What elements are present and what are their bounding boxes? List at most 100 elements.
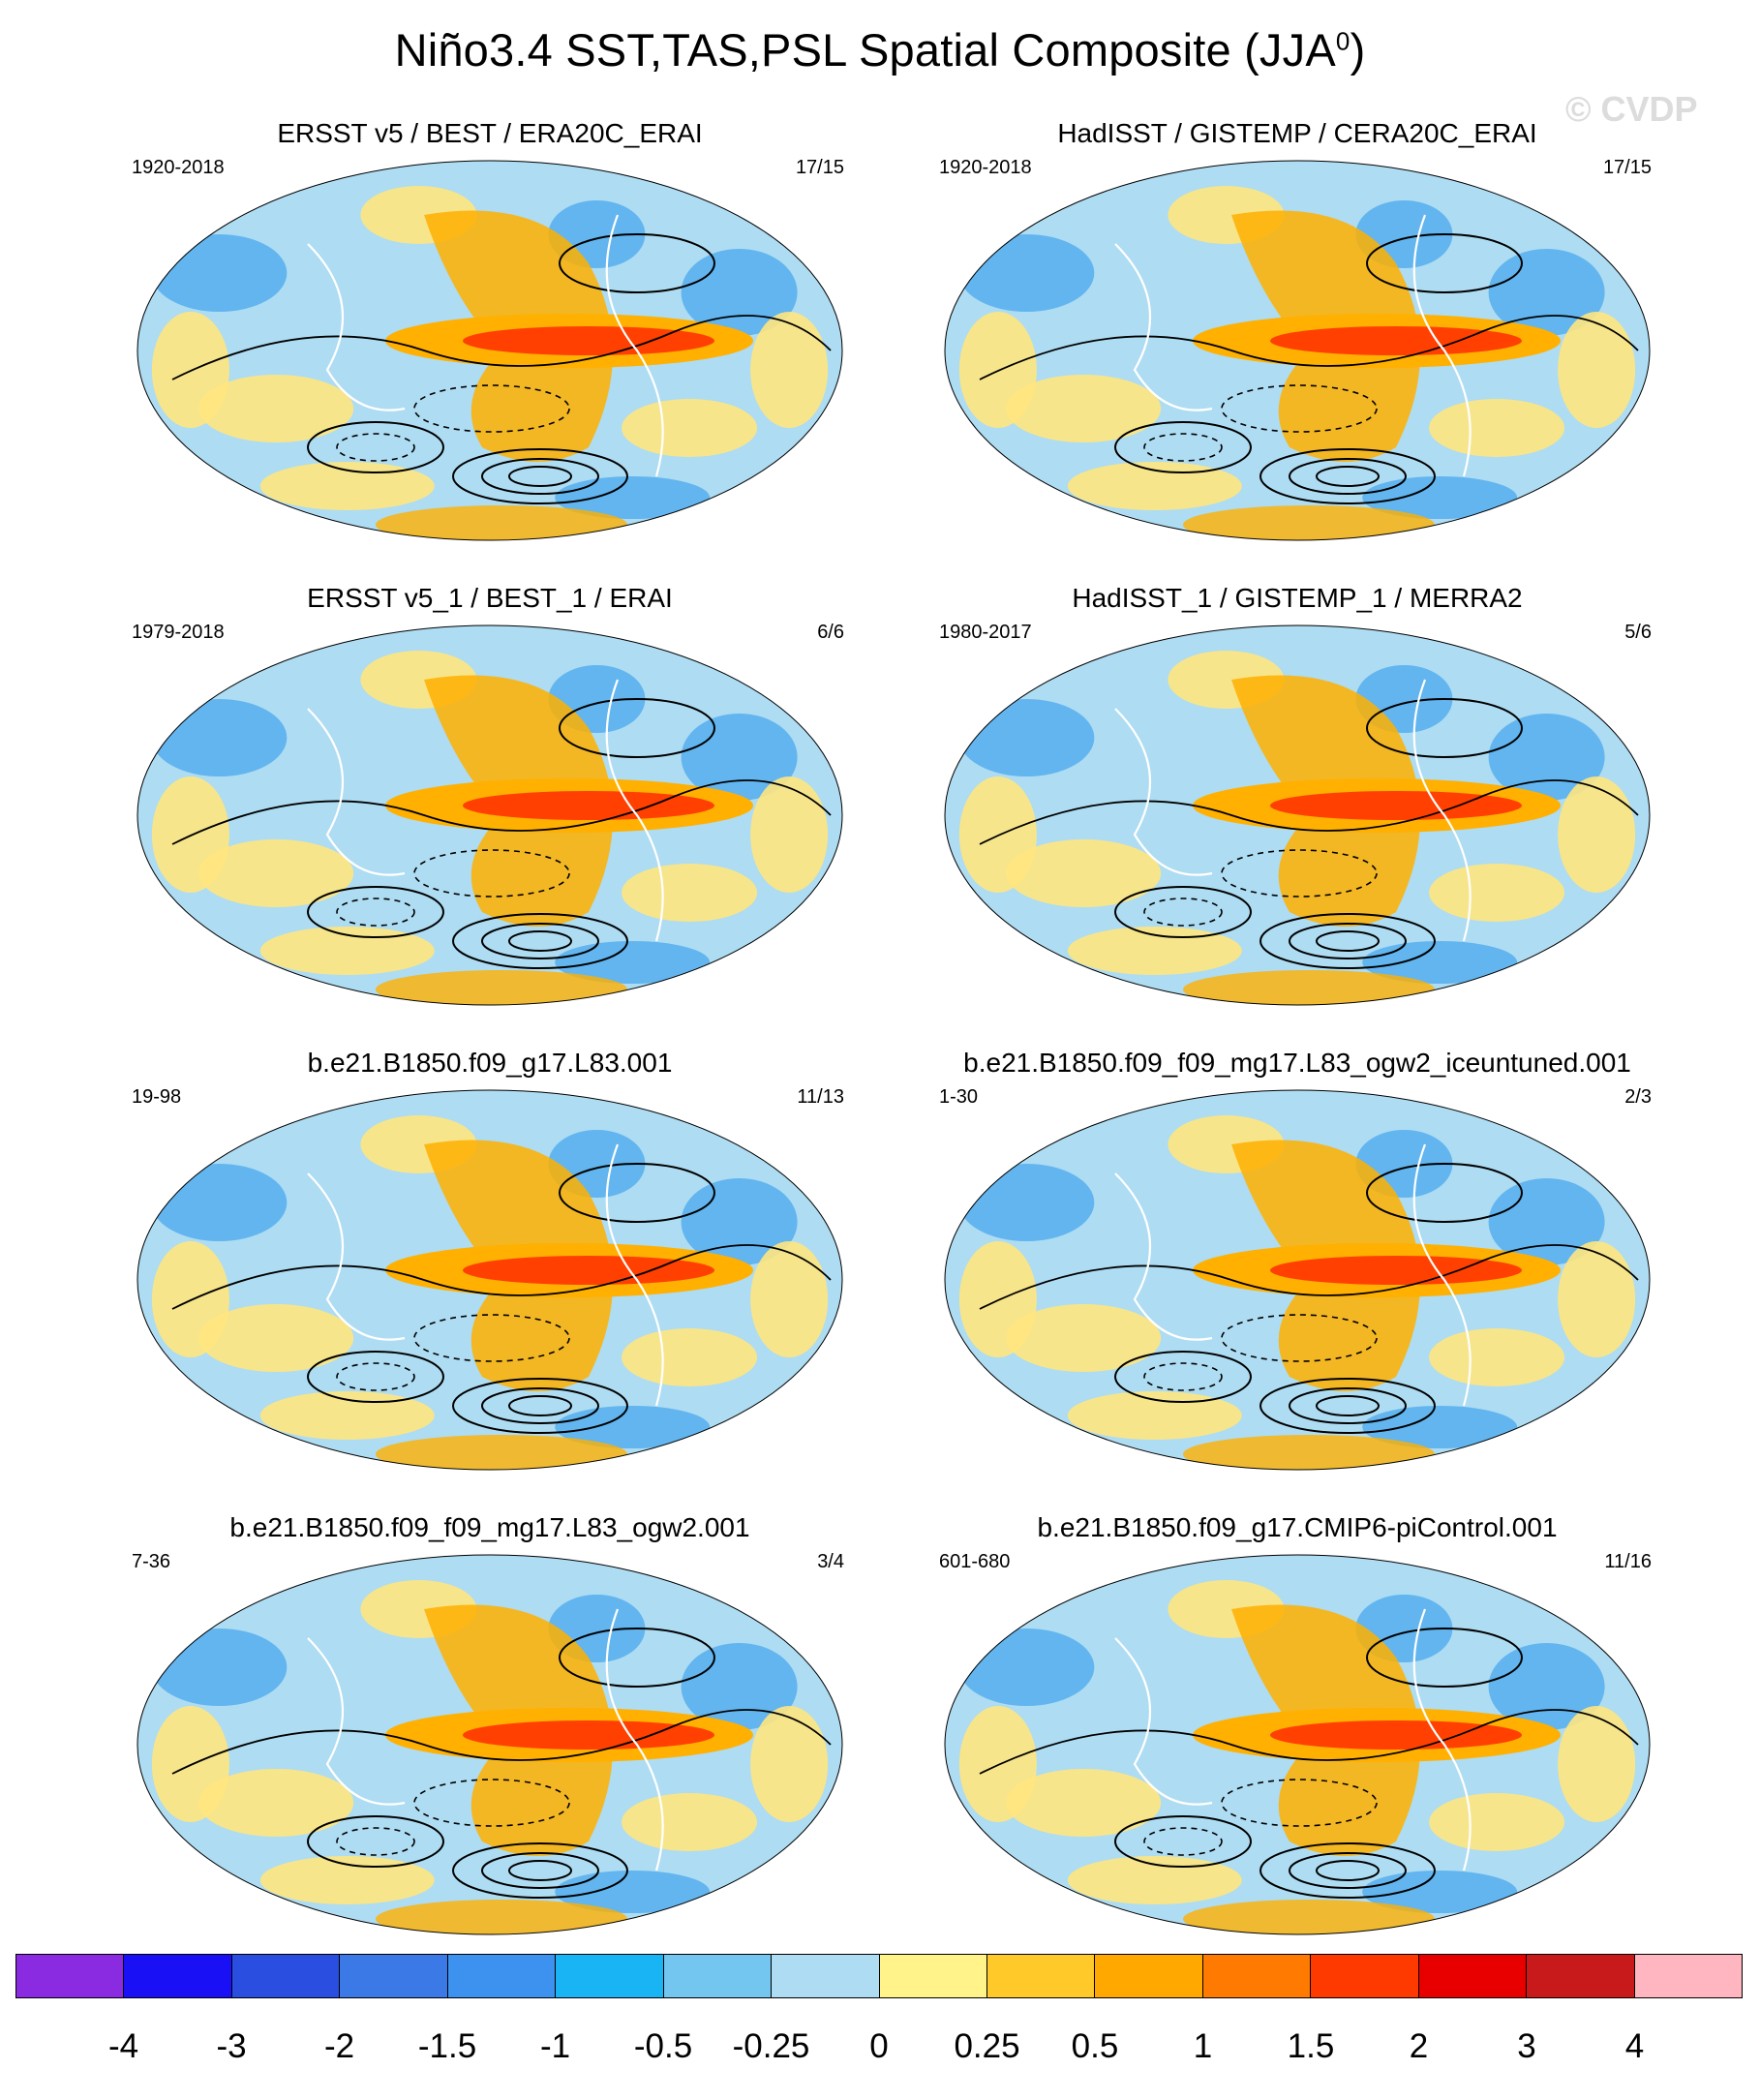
psl-contour: [481, 1387, 599, 1424]
psl-contour: [1366, 698, 1523, 758]
psl-contour: [559, 1163, 715, 1223]
psl-contour: [452, 1842, 628, 1899]
anomaly-patch: [1362, 941, 1518, 984]
map-panel-8: b.e21.B1850.f09_g17.CMIP6-piControl.001 …: [929, 1512, 1665, 1938]
anomaly-patch: [1362, 1406, 1518, 1448]
composite-map: [944, 1089, 1651, 1471]
psl-contour-zero: [979, 1244, 1639, 1310]
anomaly-patch: [1558, 312, 1636, 428]
anomaly-patch: [1006, 839, 1162, 907]
psl-contour: [1259, 913, 1436, 969]
colorbar-swatch: [772, 1954, 880, 1998]
anomaly-patch: [622, 864, 758, 922]
colorbar-tick-label: 1: [1193, 2027, 1213, 2065]
psl-contour: [1366, 233, 1523, 293]
map-panel-6: b.e21.B1850.f09_f09_mg17.L83_ogw2_iceunt…: [929, 1048, 1665, 1474]
anomaly-patch: [750, 1706, 829, 1822]
colorbar-swatch: [1202, 1954, 1312, 1998]
colorbar-swatch: [556, 1954, 664, 1998]
psl-contour-negative: [413, 849, 570, 898]
psl-contour-negative: [413, 1779, 570, 1827]
anomaly-patch: [151, 776, 229, 893]
panel-years: 1920-2018: [132, 157, 225, 178]
psl-contour: [559, 1628, 715, 1688]
colorbar-tick-label: 1.5: [1287, 2027, 1335, 2065]
anomaly-patch: [1362, 1871, 1518, 1913]
map-border: [137, 624, 843, 1006]
psl-contour-negative: [1143, 433, 1223, 462]
anomaly-patch: [259, 1856, 435, 1904]
psl-contour: [1114, 1815, 1252, 1868]
anomaly-patch: [151, 1164, 288, 1241]
psl-contour-negative: [336, 1362, 415, 1391]
colorbar-tick-label: 4: [1624, 2027, 1645, 2065]
psl-contour-negative: [1143, 898, 1223, 927]
panel-count: 17/15: [795, 157, 844, 178]
equatorial-hot-core: [463, 326, 714, 355]
map-field: [137, 625, 842, 1005]
anomaly-patch: [151, 1241, 229, 1357]
psl-contour: [307, 886, 444, 938]
coastline: [307, 1637, 406, 1806]
anomaly-patch: [750, 312, 829, 428]
psl-contour-negative: [1143, 1827, 1223, 1856]
map-panel-3: ERSST v5_1 / BEST_1 / ERAI 1979-2018 6/6: [122, 583, 858, 1009]
psl-contour-zero: [171, 779, 832, 845]
psl-contour: [1259, 1842, 1436, 1899]
map-border: [944, 624, 1651, 1006]
composite-map: [944, 624, 1651, 1006]
psl-contour: [559, 698, 715, 758]
anomaly-patch: [1429, 1328, 1565, 1386]
equatorial-hot-core: [1270, 1720, 1522, 1750]
panel-title: HadISST / GISTEMP / CERA20C_ERAI: [1057, 118, 1537, 148]
anomaly-patch: [1429, 399, 1565, 457]
anomaly-patch: [681, 1178, 798, 1265]
anomaly-patch: [555, 941, 711, 984]
map-border: [944, 160, 1651, 541]
colorbar-swatch: [447, 1954, 557, 1998]
colorbar-swatch: [1418, 1954, 1528, 1998]
anomaly-patch: [151, 1628, 288, 1706]
psl-contour-negative: [336, 898, 415, 927]
anomaly-patch: [1067, 462, 1242, 510]
colorbar-tick-label: 0: [869, 2027, 889, 2065]
composite-map: [944, 160, 1651, 541]
colorbar-tick-label: -0.25: [732, 2027, 810, 2065]
panel-title: b.e21.B1850.f09_g17.CMIP6-piControl.001: [1037, 1512, 1558, 1542]
psl-contour: [1289, 458, 1407, 495]
anomaly-patch: [958, 1628, 1095, 1706]
psl-contour: [307, 421, 444, 473]
figure-title: Niño3.4 SST,TAS,PSL Spatial Composite (J…: [0, 23, 1760, 76]
map-field: [137, 1555, 842, 1934]
colorbar-tick-label: -1.5: [417, 2027, 477, 2065]
anomaly-patch: [198, 1769, 354, 1837]
colorbar-swatch: [340, 1954, 448, 1998]
map-panel-4: HadISST_1 / GISTEMP_1 / MERRA2 1980-2017…: [929, 583, 1665, 1009]
colorbar: [15, 1954, 1743, 1998]
coastline: [605, 214, 664, 477]
map-border: [137, 1554, 843, 1935]
psl-contour-zero: [979, 779, 1639, 845]
map-field: [945, 1090, 1650, 1470]
coastline: [605, 1608, 664, 1872]
map-panel-5: b.e21.B1850.f09_g17.L83.001 19-98 11/13: [122, 1048, 858, 1474]
colorbar-tick-label: -4: [107, 2027, 139, 2065]
psl-contour: [1316, 1860, 1380, 1881]
colorbar-tick-label: 2: [1409, 2027, 1429, 2065]
coastline: [1114, 1172, 1213, 1341]
psl-contour: [508, 1860, 572, 1881]
anomaly-patch: [622, 1793, 758, 1851]
equatorial-hot-core: [463, 1720, 714, 1750]
composite-map: [137, 624, 843, 1006]
psl-contour: [1316, 930, 1380, 952]
map-field: [137, 1090, 842, 1470]
psl-contour-zero: [979, 1709, 1639, 1775]
psl-contour-zero: [171, 1709, 832, 1775]
panel-title: HadISST_1 / GISTEMP_1 / MERRA2: [1072, 583, 1523, 613]
panel-years: 7-36: [132, 1551, 171, 1572]
map-panel-2: HadISST / GISTEMP / CERA20C_ERAI 1920-20…: [929, 118, 1665, 544]
psl-contour: [1289, 1387, 1407, 1424]
colorbar-tick-label: -3: [216, 2027, 247, 2065]
coastline: [307, 243, 406, 411]
coastline: [307, 1172, 406, 1341]
